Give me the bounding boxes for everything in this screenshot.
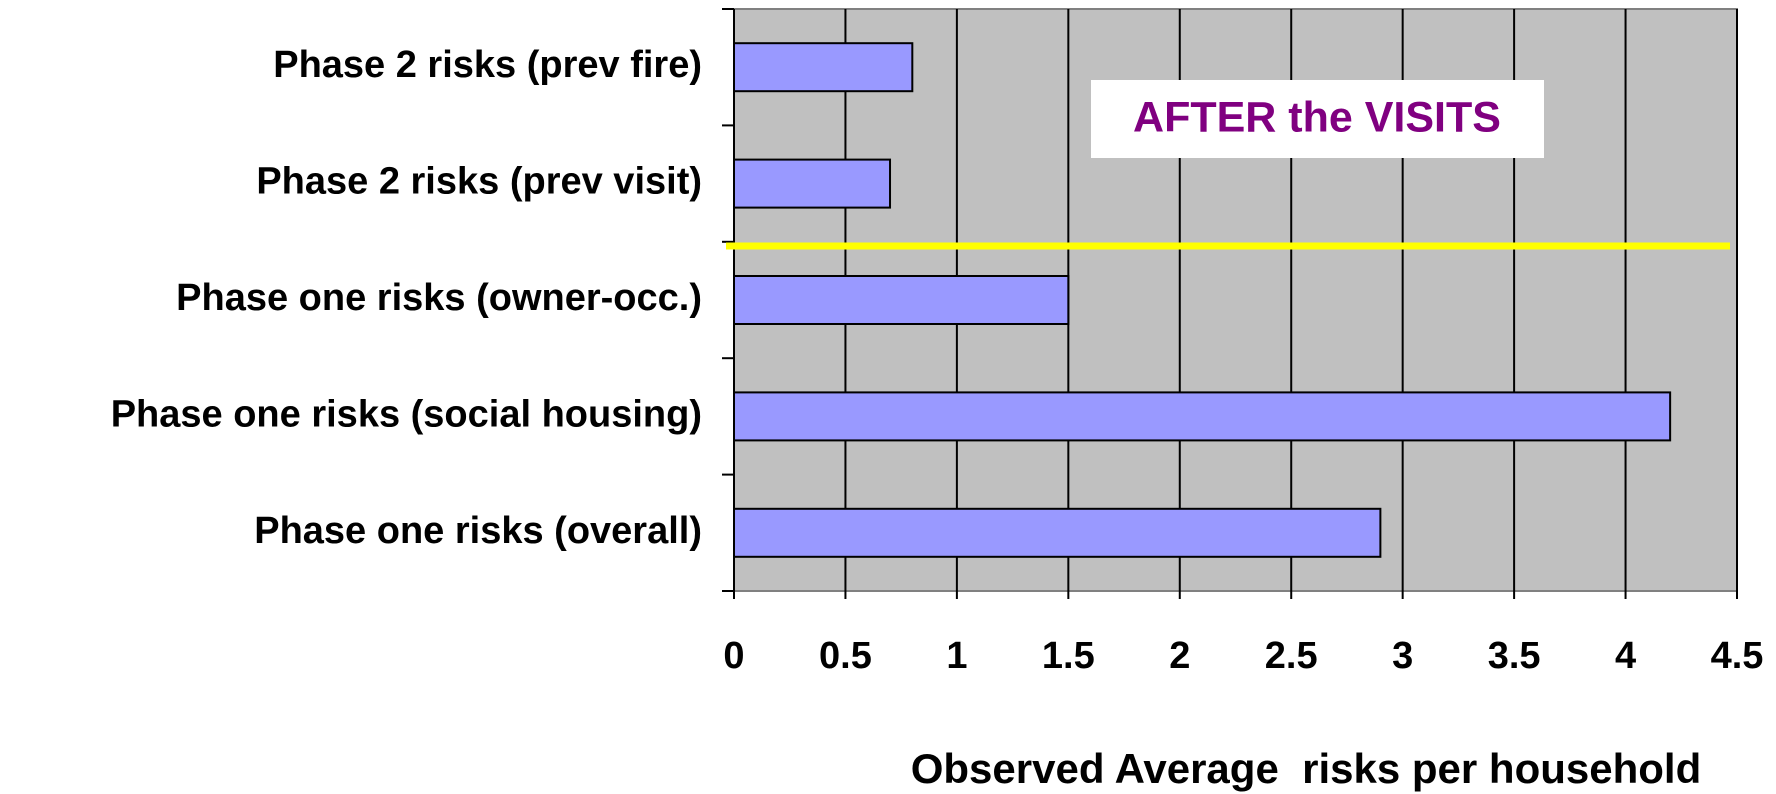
y-tick-label: Phase one risks (owner-occ.) [176, 277, 702, 319]
bars [733, 42, 1672, 558]
bar [733, 391, 1672, 442]
x-tick-label: 3.5 [1488, 635, 1541, 677]
y-tick-label: Phase 2 risks (prev visit) [256, 161, 702, 203]
y-tick-label: Phase one risks (overall) [254, 510, 702, 552]
x-tick-label: 2.5 [1265, 635, 1318, 677]
bar [733, 275, 1070, 325]
y-tick-label: Phase one risks (social housing) [111, 393, 702, 435]
x-tick-label: 0 [723, 635, 744, 677]
x-axis-title: Observed Average risks per household [911, 745, 1702, 792]
bar [733, 42, 914, 93]
bar [733, 158, 892, 209]
x-tick-label: 4 [1615, 635, 1636, 677]
x-tick-label: 1.5 [1042, 635, 1095, 677]
x-tick-label: 3 [1392, 635, 1413, 677]
x-tick-label: 2 [1169, 635, 1190, 677]
bar [733, 507, 1382, 558]
annotation-box [1091, 80, 1544, 158]
annotation: AFTER the VISITS [1133, 93, 1501, 141]
y-tick-label: Phase 2 risks (prev fire) [273, 44, 702, 86]
x-tick-label: 4.5 [1711, 635, 1764, 677]
x-tick-label: 1 [946, 635, 967, 677]
x-tick-label: 0.5 [819, 635, 872, 677]
